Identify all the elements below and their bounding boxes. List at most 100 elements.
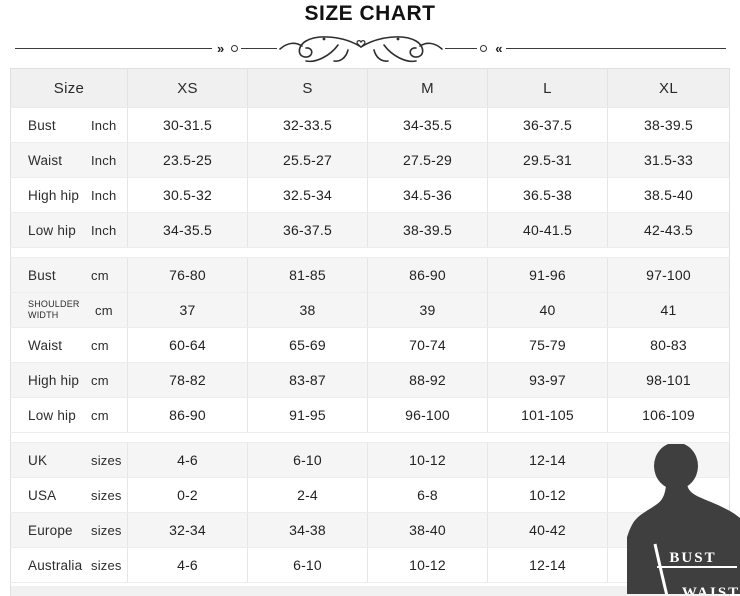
cell-value: 91-96 xyxy=(488,258,608,293)
chevron-right-marks: » xyxy=(212,42,228,55)
table-bottom-strip xyxy=(11,586,730,596)
cell-value: 10-12 xyxy=(368,443,488,478)
measure-name: Low hip xyxy=(28,408,91,423)
row-label-cell: SHOULDER WIDTH cm xyxy=(11,293,128,328)
cell-value: 34-38 xyxy=(248,513,368,548)
column-header-l: L xyxy=(488,69,608,108)
cell-value: 4-6 xyxy=(128,548,248,583)
cell-value: 86-90 xyxy=(368,258,488,293)
cell-value: 4-6 xyxy=(128,443,248,478)
body-silhouette: BUST WAIST xyxy=(627,444,740,594)
table-row-waist-inch: Waist Inch 23.5-25 25.5-27 27.5-29 29.5-… xyxy=(11,143,730,178)
measure-unit: cm xyxy=(95,303,113,318)
page-title: SIZE CHART xyxy=(0,0,740,26)
measure-unit: cm xyxy=(91,408,109,423)
cell-value: 93-97 xyxy=(488,363,608,398)
cell-value: 30.5-32 xyxy=(128,178,248,213)
table-row-australia-sizes: Australia sizes 4-6 6-10 10-12 12-14 xyxy=(11,548,730,583)
cell-value: 65-69 xyxy=(248,328,368,363)
cell-value: 6-10 xyxy=(248,548,368,583)
table-row-high-hip-cm: High hip cm 78-82 83-87 88-92 93-97 98-1… xyxy=(11,363,730,398)
cell-value: 34-35.5 xyxy=(128,213,248,248)
row-label-cell: Waist Inch xyxy=(11,143,128,178)
cell-value: 31.5-33 xyxy=(608,143,730,178)
size-chart-table: Size XS S M L XL Bust Inch 30-31.5 32-33… xyxy=(10,68,730,596)
table-row-bust-inch: Bust Inch 30-31.5 32-33.5 34-35.5 36-37.… xyxy=(11,108,730,143)
bust-label: BUST xyxy=(669,550,716,566)
section-gap xyxy=(11,248,730,258)
measure-unit: Inch xyxy=(91,188,116,203)
cell-value: 96-100 xyxy=(368,398,488,433)
row-label-cell: Bust Inch xyxy=(11,108,128,143)
cell-value: 88-92 xyxy=(368,363,488,398)
row-label-cell: High hip cm xyxy=(11,363,128,398)
measure-unit: Inch xyxy=(91,118,116,133)
cell-value: 27.5-29 xyxy=(368,143,488,178)
silhouette-shape: BUST WAIST xyxy=(627,444,740,594)
cell-value: 40 xyxy=(488,293,608,328)
row-label-cell: Europe sizes xyxy=(11,513,128,548)
cell-value: 86-90 xyxy=(128,398,248,433)
cell-value: 34-35.5 xyxy=(368,108,488,143)
waist-label: WAIST xyxy=(682,585,740,594)
section-country-sizes: UK sizes 4-6 6-10 10-12 12-14 USA sizes … xyxy=(11,443,730,596)
cell-value: 41 xyxy=(608,293,730,328)
table-row-low-hip-inch: Low hip Inch 34-35.5 36-37.5 38-39.5 40-… xyxy=(11,213,730,248)
cell-value: 40-42 xyxy=(488,513,608,548)
cell-value: 98-101 xyxy=(608,363,730,398)
row-label-cell: Australia sizes xyxy=(11,548,128,583)
title-divider-ornament: » « xyxy=(15,34,726,62)
cell-value: 76-80 xyxy=(128,258,248,293)
table-row-bust-cm: Bust cm 76-80 81-85 86-90 91-96 97-100 xyxy=(11,258,730,293)
measure-name: Bust xyxy=(28,268,91,283)
measure-name: High hip xyxy=(28,373,91,388)
ornament-ring-left xyxy=(231,45,238,52)
bust-underline xyxy=(657,566,737,568)
row-label-cell: UK sizes xyxy=(11,443,128,478)
measure-name: Europe xyxy=(28,523,91,538)
cell-value: 37 xyxy=(128,293,248,328)
flourish-ornament xyxy=(278,32,444,64)
cell-value: 106-109 xyxy=(608,398,730,433)
cell-value: 101-105 xyxy=(488,398,608,433)
cell-value: 36.5-38 xyxy=(488,178,608,213)
cell-value: 12-14 xyxy=(488,548,608,583)
row-label-cell: Bust cm xyxy=(11,258,128,293)
divider-line-left xyxy=(15,48,212,49)
measure-name: Australia xyxy=(28,558,91,573)
measure-unit: sizes xyxy=(91,558,122,573)
column-header-xs: XS xyxy=(128,69,248,108)
measure-name: Low hip xyxy=(28,223,91,238)
measure-name: Waist xyxy=(28,338,91,353)
cell-value: 80-83 xyxy=(608,328,730,363)
measure-unit: cm xyxy=(91,338,109,353)
cell-value: 6-10 xyxy=(248,443,368,478)
cell-value: 75-79 xyxy=(488,328,608,363)
cell-value: 97-100 xyxy=(608,258,730,293)
cell-value: 39 xyxy=(368,293,488,328)
cell-value: 25.5-27 xyxy=(248,143,368,178)
cell-value: 10-12 xyxy=(488,478,608,513)
row-label-cell: Waist cm xyxy=(11,328,128,363)
divider-line xyxy=(445,48,477,49)
measure-unit: sizes xyxy=(91,488,122,503)
measure-name: Waist xyxy=(28,153,91,168)
measure-name: UK xyxy=(28,453,91,468)
cell-value: 23.5-25 xyxy=(128,143,248,178)
cell-value: 29.5-31 xyxy=(488,143,608,178)
cell-value: 2-4 xyxy=(248,478,368,513)
chevron-left-marks: « xyxy=(490,42,506,55)
cell-value: 38 xyxy=(248,293,368,328)
measure-name: USA xyxy=(28,488,91,503)
ornament-ring-right xyxy=(480,45,487,52)
cell-value: 32.5-34 xyxy=(248,178,368,213)
cell-value: 12-14 xyxy=(488,443,608,478)
cell-value: 78-82 xyxy=(128,363,248,398)
cell-value: 38-39.5 xyxy=(608,108,730,143)
cell-value: 34.5-36 xyxy=(368,178,488,213)
divider-line-right xyxy=(506,48,726,49)
cell-value: 40-41.5 xyxy=(488,213,608,248)
cell-value: 36-37.5 xyxy=(488,108,608,143)
table-row-shoulder-width-cm: SHOULDER WIDTH cm 37 38 39 40 41 xyxy=(11,293,730,328)
column-header-xl: XL xyxy=(608,69,730,108)
